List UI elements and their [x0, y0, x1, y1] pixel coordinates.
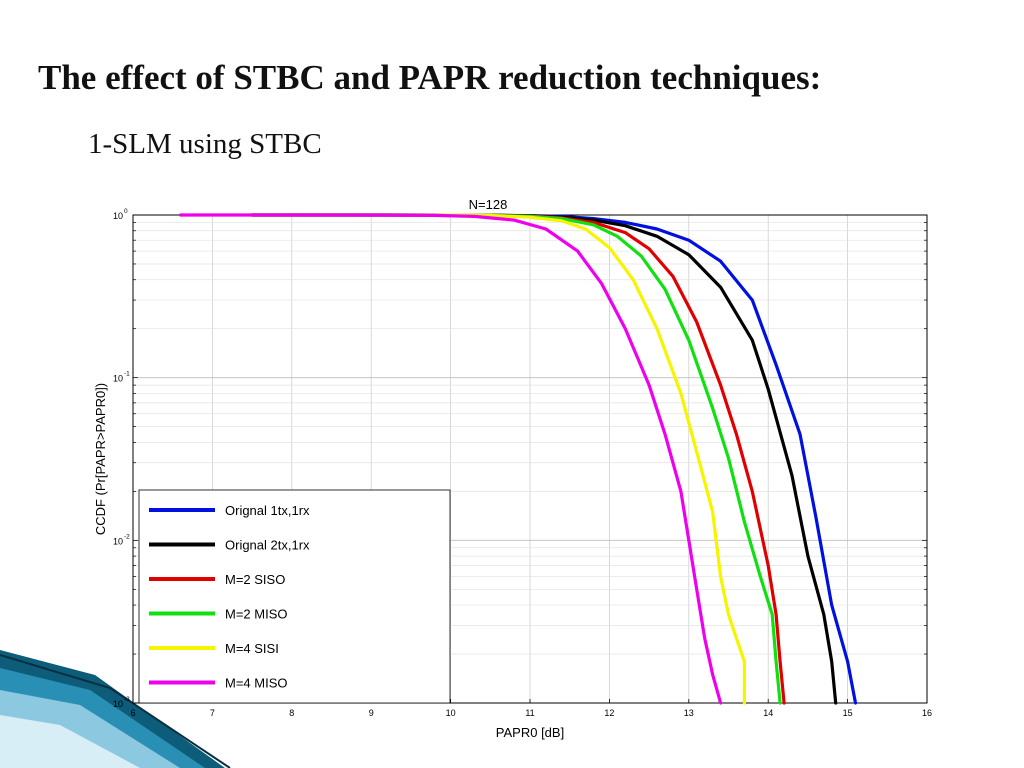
x-tick-label: 13 [684, 708, 694, 718]
x-axis-label: PAPR0 [dB] [496, 725, 564, 740]
x-tick-label: 15 [843, 708, 853, 718]
x-tick-label: 9 [369, 708, 374, 718]
legend-box [138, 489, 451, 704]
legend-label-2: Orignal 2tx,1rx [225, 538, 310, 553]
y-tick-label: 10 -1 [113, 371, 130, 384]
slide-subtitle: 1-SLM using STBC [88, 128, 322, 160]
slide-title: The effect of STBC and PAPR reduction te… [38, 58, 822, 97]
y-tick-exponent: 0 [124, 208, 128, 215]
y-tick-label: 10 -2 [113, 533, 130, 546]
x-tick-label: 16 [922, 708, 932, 718]
chart-title: N=128 [469, 197, 508, 212]
y-tick-label: 10 0 [113, 208, 128, 221]
legend-label-3: M=2 SISO [225, 572, 285, 587]
y-tick-base: 10 [113, 211, 123, 221]
series-line-5 [250, 213, 747, 705]
legend-label-4: M=2 MISO [225, 607, 288, 622]
y-tick-label: 10 -3 [113, 696, 130, 709]
legend: Orignal 1tx,1rx Orignal 2tx,1rx M=2 SISO M=… [138, 489, 451, 704]
y-axis-label: CCDF (Pr[PAPR>PAPR0]) [93, 383, 108, 535]
x-tick-label: 6 [130, 708, 135, 718]
x-tick-label: 14 [763, 708, 773, 718]
series-line-6 [179, 213, 723, 705]
y-tick-base: 10 [113, 699, 123, 709]
x-tick-label: 11 [525, 708, 534, 718]
y-tick-exponent: -1 [124, 371, 130, 378]
x-tick-label: 7 [210, 708, 215, 718]
y-tick-exponent: -2 [124, 533, 130, 540]
legend-label-1: Orignal 1tx,1rx [225, 503, 310, 518]
y-tick-exponent: -3 [124, 696, 130, 703]
y-tick-base: 10 [113, 536, 123, 546]
x-tick-label: 8 [289, 708, 294, 718]
legend-label-5: M=4 SISI [225, 641, 279, 656]
y-tick-base: 10 [113, 374, 123, 384]
legend-label-6: M=4 MISO [225, 676, 288, 691]
x-tick-label: 10 [446, 708, 456, 718]
series-layer [179, 213, 858, 705]
x-tick-label: 12 [604, 708, 614, 718]
